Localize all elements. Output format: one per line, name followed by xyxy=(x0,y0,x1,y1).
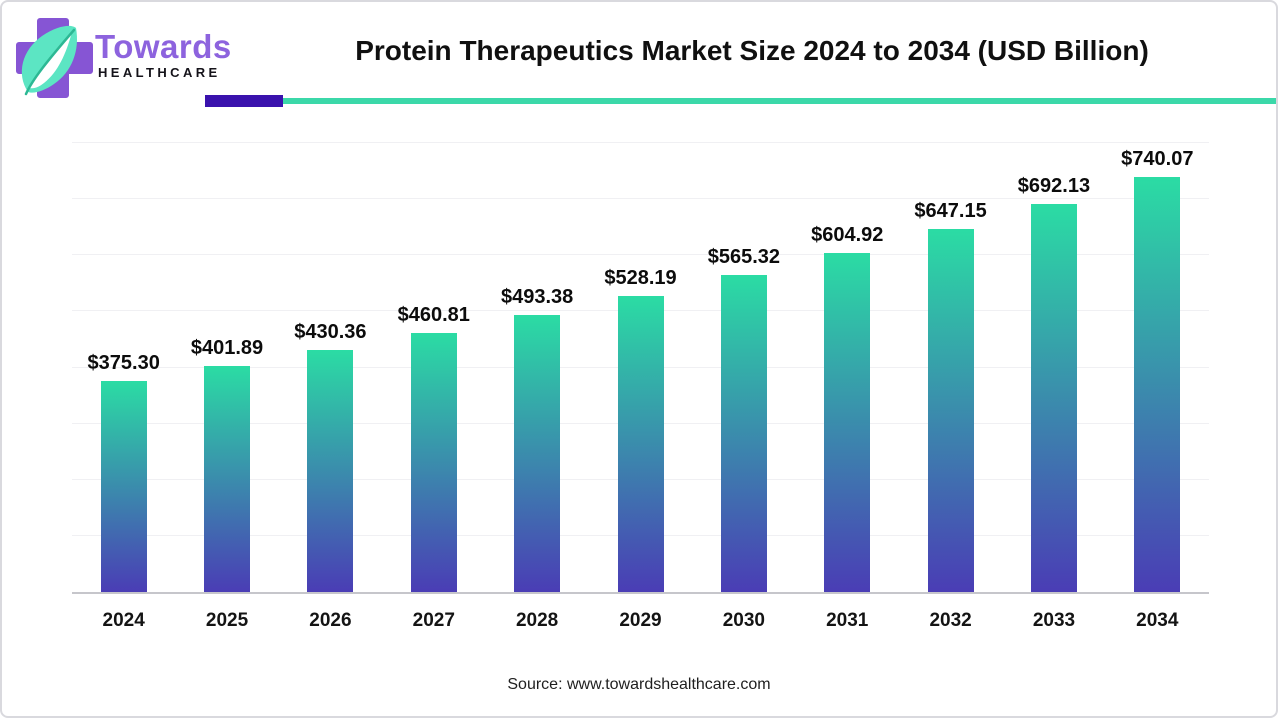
x-axis-label: 2032 xyxy=(929,610,972,631)
bar xyxy=(1134,176,1181,592)
bar-value-label: $604.92 xyxy=(811,223,884,246)
bar xyxy=(927,228,974,592)
gridline xyxy=(72,254,1209,256)
bar xyxy=(100,381,147,592)
divider-accent-purple xyxy=(205,95,283,107)
bar-value-label: $375.30 xyxy=(87,352,160,375)
bar xyxy=(410,333,457,592)
plot-area: $375.30 $401.89 $430.36 $460.81 $493.38 $528.… xyxy=(72,142,1209,594)
x-axis-label: 2027 xyxy=(412,610,455,631)
logo-name: Towards xyxy=(95,28,232,65)
x-axis-label: 2028 xyxy=(515,610,559,631)
towards-healthcare-logo: Towards HEALTHCARE xyxy=(12,10,252,100)
chart-title: Protein Therapeutics Market Size 2024 to… xyxy=(355,35,1149,66)
bar-value-label: $493.38 xyxy=(500,286,574,309)
x-axis: 2024 2025 2026 2027 2028 2029 2030 2031 2032 2033… xyxy=(72,608,1209,642)
x-axis-label: 2026 xyxy=(309,610,352,631)
x-axis-label: 2024 xyxy=(102,610,145,631)
x-axis-label: 2034 xyxy=(1136,610,1179,631)
bar xyxy=(824,252,871,592)
x-axis-label: 2031 xyxy=(826,610,869,631)
bar-value-label: $460.81 xyxy=(397,304,470,327)
bar-value-label: $740.07 xyxy=(1121,147,1194,170)
x-axis-label: 2029 xyxy=(619,610,662,631)
logo-subname: HEALTHCARE xyxy=(98,65,221,80)
bar-value-label: $692.13 xyxy=(1017,174,1091,197)
source-text: Source: www.towardshealthcare.com xyxy=(507,676,771,693)
bar xyxy=(1030,203,1077,592)
divider-accent-teal xyxy=(283,98,1276,104)
x-axis-label: 2025 xyxy=(205,610,249,631)
gridline xyxy=(72,198,1209,200)
gridline xyxy=(72,142,1209,143)
bar xyxy=(307,350,354,592)
bar xyxy=(514,315,561,592)
bar xyxy=(204,366,251,592)
x-axis-label: 2030 xyxy=(722,610,765,631)
bar-value-label: $528.19 xyxy=(604,266,677,289)
bar-value-label: $430.36 xyxy=(294,321,367,344)
logo-cross-leaf-icon xyxy=(16,18,93,98)
bar xyxy=(617,295,664,592)
bar-value-label: $565.32 xyxy=(707,245,781,268)
bar xyxy=(720,274,767,592)
bar-value-label: $647.15 xyxy=(914,199,987,222)
x-axis-label: 2033 xyxy=(1032,610,1076,631)
bar-value-label: $401.89 xyxy=(190,337,264,360)
